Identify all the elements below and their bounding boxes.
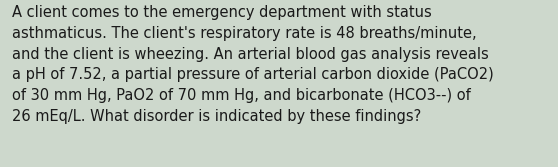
Text: A client comes to the emergency department with status
asthmaticus. The client's: A client comes to the emergency departme… <box>12 5 494 124</box>
